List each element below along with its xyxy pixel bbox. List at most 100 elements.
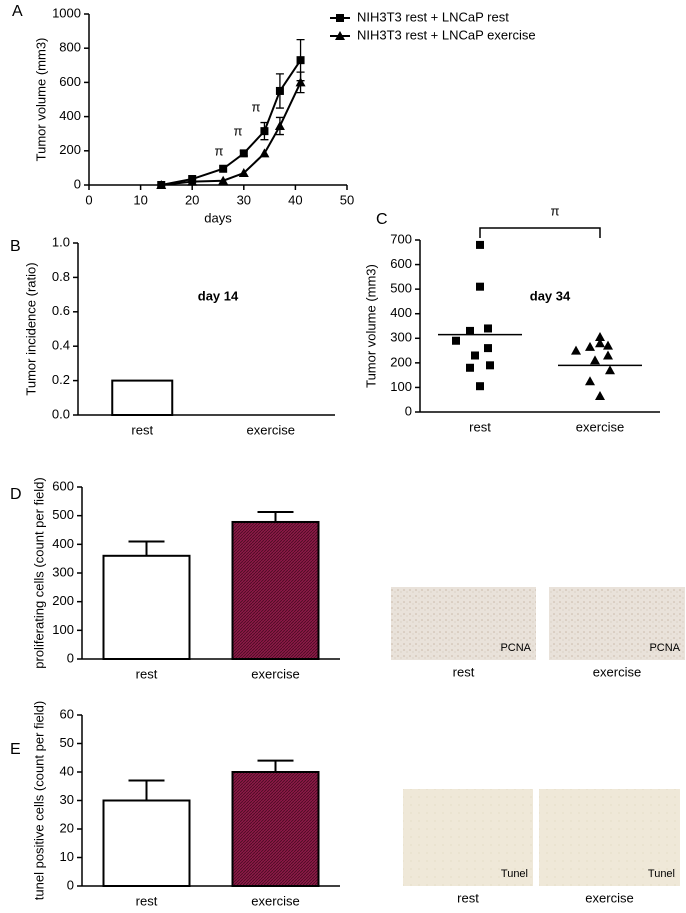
y-tick-label: 600 [59, 74, 81, 89]
y-tick-label: 600 [52, 478, 74, 493]
micrograph-caption: rest [453, 664, 475, 679]
y-tick-label: 500 [390, 281, 412, 296]
y-tick-label: 200 [59, 142, 81, 157]
y-tick-label: 0.0 [52, 406, 70, 421]
y-tick-label: 60 [60, 706, 74, 721]
error-bar [257, 759, 294, 772]
marker [239, 149, 248, 158]
significance-bracket [479, 227, 601, 238]
marker [259, 148, 270, 158]
marker [452, 336, 460, 345]
micrograph-caption: rest [457, 890, 479, 905]
x-tick-label: 30 [237, 192, 251, 207]
marker [595, 332, 605, 342]
marker [603, 350, 613, 360]
x-tick-label: exercise [247, 422, 295, 437]
y-axis-label: Tumor volume (mm3) [363, 264, 378, 388]
y-tick-label: 1.0 [52, 234, 70, 249]
marker [471, 351, 479, 360]
annotation: π [234, 123, 243, 138]
marker [603, 340, 613, 350]
y-tick-label: 500 [52, 507, 74, 522]
marker [605, 365, 615, 375]
y-tick-label: 400 [59, 108, 81, 123]
marker [585, 341, 595, 351]
y-tick-label: 300 [52, 564, 74, 579]
micrograph [403, 789, 533, 886]
annotation: π [215, 143, 224, 158]
legend-label: NIH3T3 rest + LNCaP rest [357, 9, 509, 24]
annotation: π [252, 99, 261, 114]
x-tick-label: 40 [288, 192, 302, 207]
marker [595, 338, 605, 348]
marker [571, 345, 581, 355]
y-axis-label: proliferating cells (count per field) [31, 477, 46, 668]
marker [466, 326, 474, 335]
x-tick-label: 0 [85, 192, 92, 207]
y-tick-label: 0 [67, 650, 74, 665]
stain-label: Tunel [501, 868, 528, 880]
panel-letter: E [10, 741, 21, 758]
panel-letter: C [376, 211, 388, 228]
y-axis-label: Tumor incidence (ratio) [23, 262, 38, 395]
marker [274, 121, 285, 131]
micrograph [391, 587, 536, 660]
x-tick-label: 20 [185, 192, 199, 207]
bar [231, 520, 320, 660]
legend-label: NIH3T3 rest + LNCaP exercise [357, 27, 536, 42]
x-tick-label: exercise [576, 419, 624, 434]
annotation: π [551, 203, 560, 218]
y-tick-label: 0.4 [52, 338, 70, 353]
y-tick-label: 0 [67, 877, 74, 892]
y-tick-label: 20 [60, 820, 74, 835]
x-tick-label: rest [469, 419, 491, 434]
stain-label: Tunel [648, 868, 675, 880]
marker [260, 127, 269, 136]
marker [218, 175, 229, 185]
x-tick-label: exercise [251, 666, 299, 681]
bar [102, 554, 191, 660]
marker [476, 282, 484, 291]
x-tick-label: exercise [251, 893, 299, 908]
y-tick-label: 0.2 [52, 372, 70, 387]
marker [476, 240, 484, 249]
x-tick-label: 50 [340, 192, 354, 207]
marker [484, 324, 492, 333]
marker [238, 168, 249, 178]
panel-letter: A [12, 3, 23, 20]
stain-label: PCNA [500, 642, 531, 654]
y-tick-label: 0.8 [52, 269, 70, 284]
y-tick-label: 400 [52, 536, 74, 551]
marker [590, 355, 600, 365]
x-tick-label: rest [136, 666, 158, 681]
error-bar [128, 779, 165, 801]
annotation: day 34 [530, 288, 571, 303]
bar [231, 771, 320, 887]
x-tick-label: rest [131, 422, 153, 437]
y-tick-label: 100 [390, 379, 412, 394]
marker [585, 376, 595, 386]
y-tick-label: 0.6 [52, 303, 70, 318]
legend-marker [336, 14, 344, 22]
legend-marker [335, 31, 345, 40]
micrograph-caption: exercise [585, 890, 633, 905]
y-axis-label: Tumor volume (mm3) [33, 38, 48, 162]
y-tick-label: 40 [60, 763, 74, 778]
marker [476, 382, 484, 391]
micrograph-caption: exercise [593, 664, 641, 679]
y-tick-label: 300 [390, 330, 412, 345]
y-tick-label: 800 [59, 40, 81, 55]
y-tick-label: 50 [60, 735, 74, 750]
y-axis-label: tunel positive cells (count per field) [31, 701, 46, 900]
micrograph [549, 587, 685, 660]
marker [595, 391, 605, 401]
marker [219, 164, 228, 173]
y-tick-label: 30 [60, 792, 74, 807]
y-tick-label: 0 [74, 176, 81, 191]
bar [111, 379, 174, 417]
marker [466, 363, 474, 372]
marker [295, 77, 306, 87]
marker [275, 86, 284, 95]
panel-letter: D [10, 486, 22, 503]
marker [187, 176, 198, 186]
